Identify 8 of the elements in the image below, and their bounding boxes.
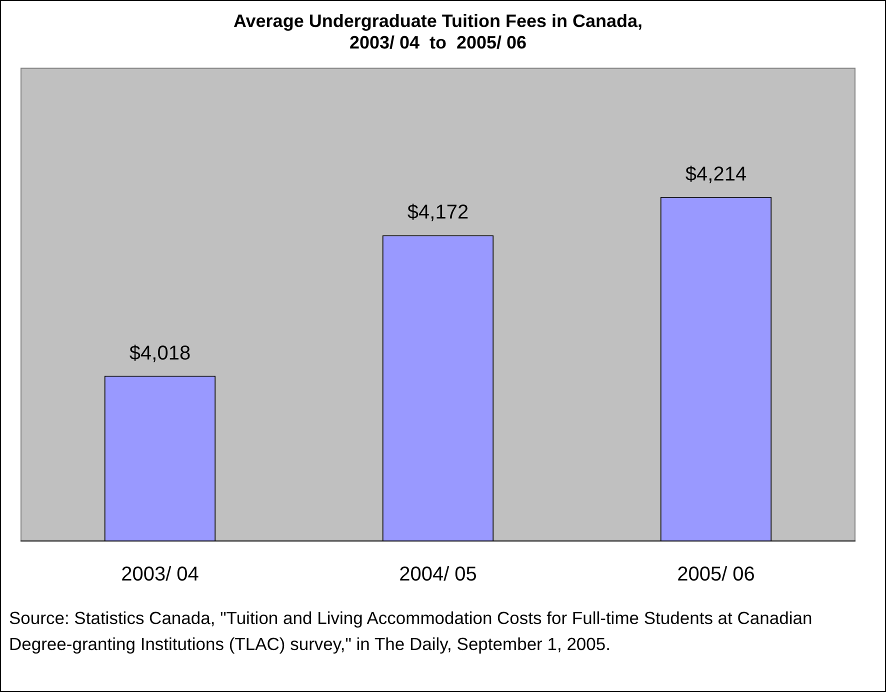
x-tick-label: 2003/ 04 bbox=[121, 564, 199, 586]
chart-title: Average Undergraduate Tuition Fees in Canada, 2003/ 04 to 2005/ 06 bbox=[233, 10, 643, 52]
x-tick-label: 2004/ 05 bbox=[399, 564, 477, 586]
source-note: Source: Statistics Canada, "Tuition and Living Accommodation Costs for Full-time Students at Canadian Degree-granting Institutions (TLAC) survey," in The Daily, September 1, 2005. bbox=[8, 607, 814, 656]
data-label: $4,172 bbox=[407, 202, 469, 224]
data-label: $4,018 bbox=[129, 342, 191, 364]
x-tick-label: 2005/ 06 bbox=[677, 564, 755, 586]
data-label: $4,214 bbox=[685, 163, 747, 186]
